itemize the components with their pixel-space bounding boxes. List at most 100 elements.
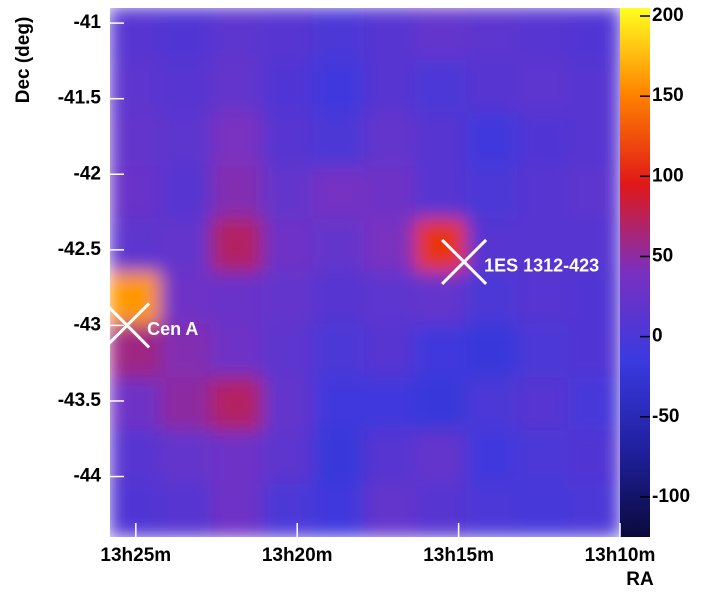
heat-cell [466, 271, 519, 327]
heat-cell [415, 8, 468, 62]
heat-cell [466, 165, 519, 221]
heat-cell [364, 165, 417, 221]
heat-cell [415, 430, 468, 486]
heat-cell [415, 59, 468, 115]
heat-cell [568, 271, 620, 327]
x-tick-label: 13h20m [262, 545, 333, 566]
y-axis-label: Dec (deg) [13, 17, 34, 104]
heat-cell [415, 218, 468, 274]
heat-cell [466, 483, 519, 537]
colorbar-tick-label: 50 [652, 245, 673, 266]
heat-cell [364, 218, 417, 274]
heat-cell [364, 430, 417, 486]
x-tick-label: 13h10m [585, 545, 656, 566]
heat-cell [160, 8, 213, 62]
heat-cell [517, 112, 570, 168]
heat-cell [110, 218, 162, 274]
x-axis-label: RA [626, 569, 654, 590]
heat-cell [364, 59, 417, 115]
heat-cell [568, 112, 620, 168]
heat-cell [415, 112, 468, 168]
source-marker [441, 238, 488, 285]
y-tick-label: -42 [74, 163, 101, 184]
heat-cell [160, 271, 213, 327]
heat-cell [262, 8, 315, 62]
source-marker [104, 302, 151, 349]
y-tick-label: -44 [74, 466, 102, 487]
heat-cell [313, 112, 366, 168]
heat-cell [262, 59, 315, 115]
heat-cell [262, 430, 315, 486]
y-tick-label: -41.5 [58, 88, 102, 109]
heat-cell [262, 324, 315, 380]
heat-cell [466, 218, 519, 274]
heat-cell [160, 59, 213, 115]
heat-cell [160, 430, 213, 486]
heat-cell [466, 324, 519, 380]
heat-cell [466, 112, 519, 168]
heat-cell [211, 430, 264, 486]
source-label: 1ES 1312-423 [484, 256, 599, 276]
heat-cell [364, 271, 417, 327]
heat-cell [110, 8, 162, 62]
heat-cell [517, 377, 570, 433]
heat-cell [517, 59, 570, 115]
heat-cell [568, 8, 620, 62]
heat-cell [568, 165, 620, 221]
source-label: Cen A [147, 319, 198, 339]
heat-cell [262, 271, 315, 327]
heat-cell [160, 165, 213, 221]
heat-cell [211, 377, 264, 433]
heat-cell [517, 271, 570, 327]
heat-cell [313, 430, 366, 486]
heat-cell [313, 377, 366, 433]
heat-cell [262, 112, 315, 168]
heat-cell [517, 324, 570, 380]
heat-cell [364, 483, 417, 537]
heat-cell [262, 377, 315, 433]
heat-cell [313, 218, 366, 274]
heat-cell [262, 165, 315, 221]
heat-cell [364, 8, 417, 62]
heat-cell [364, 377, 417, 433]
colorbar [620, 8, 650, 537]
heat-cell [313, 483, 366, 537]
colorbar-tick-label: -100 [652, 486, 690, 507]
heat-cell [466, 8, 519, 62]
colorbar-tick-label: 200 [652, 5, 684, 26]
marker-stroke [104, 302, 151, 349]
y-tick-label: -43.5 [58, 390, 102, 411]
heat-cell [415, 165, 468, 221]
heat-cell [160, 324, 213, 380]
heat-cell [517, 165, 570, 221]
heat-cell [466, 59, 519, 115]
y-tick-label: -42.5 [58, 239, 102, 260]
heat-cell [313, 59, 366, 115]
heat-cell [568, 377, 620, 433]
heat-cell [313, 8, 366, 62]
heat-cell [211, 8, 264, 62]
heat-cell [313, 165, 366, 221]
heat-cell [262, 483, 315, 537]
y-tick-label: -43 [74, 314, 101, 335]
heat-cell [517, 483, 570, 537]
heat-cell [110, 377, 162, 433]
heat-cell [160, 483, 213, 537]
heat-cell [262, 218, 315, 274]
heat-cell [568, 218, 620, 274]
heat-cell [568, 59, 620, 115]
heat-cell [466, 377, 519, 433]
heat-cell [568, 483, 620, 537]
heat-cell [364, 324, 417, 380]
heat-cell [415, 483, 468, 537]
heat-cell [211, 165, 264, 221]
heatmap [110, 8, 620, 537]
colorbar-tick-label: 0 [652, 326, 663, 347]
heat-cell [517, 430, 570, 486]
colorbar-tick-label: -50 [652, 406, 679, 427]
y-tick-label: -41 [74, 12, 102, 33]
heat-cell [415, 324, 468, 380]
heat-cell [211, 324, 264, 380]
heat-cell [110, 112, 162, 168]
